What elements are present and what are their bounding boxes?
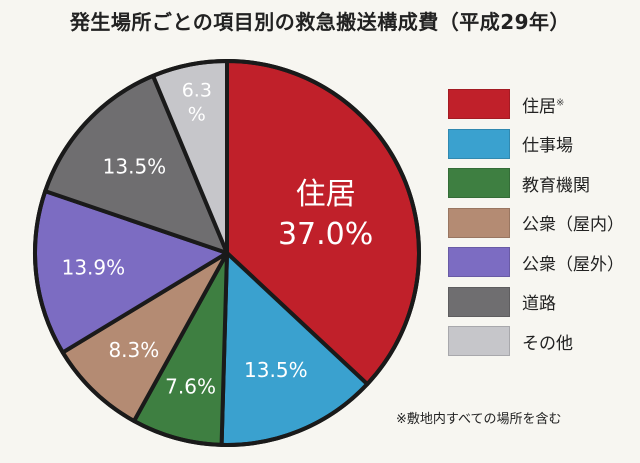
legend-label: 道路: [522, 294, 556, 314]
legend-item-residence: 住居※: [448, 88, 633, 120]
chart-title: 発生場所ごとの項目別の救急搬送構成費（平成29年）: [69, 10, 571, 34]
legend-item-public-indoor: 公衆（屋内）: [448, 207, 633, 239]
pie-chart: 住居 37.0% 13.5% 7.6%8.3% 13.9% 13.5% 6.3%: [33, 59, 421, 447]
legend-swatch-road: [448, 286, 510, 317]
legend-label: 住居※: [522, 96, 565, 117]
legend-label: 公衆（屋外）: [522, 254, 624, 275]
pie-outline: [33, 59, 421, 447]
legend-item-workplace: 仕事場: [448, 128, 633, 160]
legend-item-other: その他: [448, 325, 633, 357]
footnote: ※敷地内すべての場所を含む: [396, 412, 562, 427]
pie-label-residence: 住居 37.0%: [278, 177, 373, 252]
legend-item-public-outdoor: 公衆（屋外）: [448, 246, 633, 278]
legend-label: 公衆（屋内）: [522, 215, 624, 235]
pie-label-workplace: 13.5%: [244, 358, 308, 382]
legend-item-road: 道路: [448, 286, 633, 318]
legend-swatch-workplace: [448, 128, 510, 159]
legend-swatch-public-outdoor: [448, 247, 510, 277]
legend: 住居※ 仕事場 教育機関 公衆（屋内） 公衆（屋外） 道路 その他: [448, 88, 633, 365]
legend-swatch-residence: [448, 89, 510, 119]
legend-label: 仕事場: [522, 136, 573, 156]
pie-label-road: 13.5%: [103, 154, 167, 178]
legend-swatch-education: [448, 168, 510, 198]
legend-swatch-public-indoor: [448, 207, 510, 238]
legend-note-mark: ※: [556, 96, 565, 108]
legend-label: その他: [522, 333, 573, 354]
legend-swatch-other: [448, 326, 510, 356]
legend-label: 教育機関: [522, 175, 590, 196]
pie-label-public-outdoor: 13.9%: [62, 256, 126, 280]
pie-label-other: 6.3%: [182, 79, 212, 125]
pie-label-education: 7.6%: [165, 374, 216, 398]
legend-item-education: 教育機関: [448, 167, 633, 199]
pie-label-public-indoor: 8.3%: [108, 338, 159, 362]
